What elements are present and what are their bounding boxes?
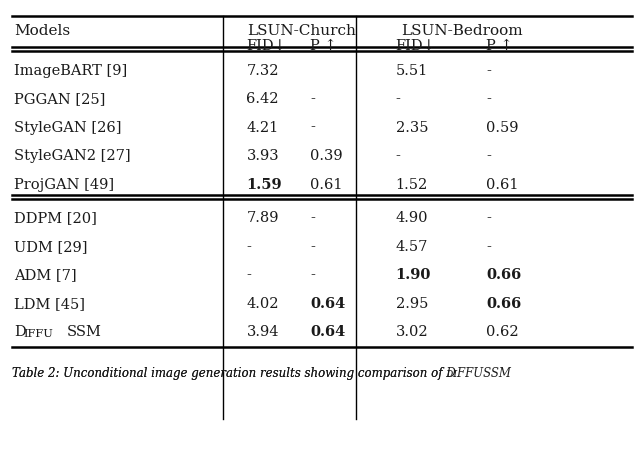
Text: -: - bbox=[486, 92, 492, 106]
Text: 0.39: 0.39 bbox=[310, 149, 343, 163]
Text: 5.51: 5.51 bbox=[396, 64, 428, 78]
Text: 0.61: 0.61 bbox=[486, 178, 519, 191]
Text: LSUN-Church: LSUN-Church bbox=[246, 24, 356, 38]
Text: Table 2: Unconditional image generation results showing comparison of D: Table 2: Unconditional image generation … bbox=[12, 367, 455, 380]
Text: 0.64: 0.64 bbox=[310, 297, 346, 311]
Text: 4.21: 4.21 bbox=[246, 121, 278, 134]
Text: 0.59: 0.59 bbox=[486, 121, 519, 134]
Text: 4.02: 4.02 bbox=[246, 297, 279, 311]
Text: -: - bbox=[310, 92, 316, 106]
Text: -: - bbox=[396, 149, 401, 163]
Text: ADM [7]: ADM [7] bbox=[14, 269, 77, 282]
Text: ProjGAN [49]: ProjGAN [49] bbox=[14, 178, 114, 191]
Text: 0.66: 0.66 bbox=[486, 297, 522, 311]
Text: 4.57: 4.57 bbox=[396, 240, 428, 254]
Text: FID↓: FID↓ bbox=[396, 39, 435, 53]
Text: 0.62: 0.62 bbox=[486, 325, 519, 339]
Text: -: - bbox=[310, 269, 316, 282]
Text: P ↑: P ↑ bbox=[486, 39, 513, 53]
Text: 3.93: 3.93 bbox=[246, 149, 279, 163]
Text: FID↓: FID↓ bbox=[246, 39, 286, 53]
Text: -: - bbox=[246, 240, 252, 254]
Text: -: - bbox=[310, 240, 316, 254]
Text: -: - bbox=[486, 212, 492, 225]
Text: LDM [45]: LDM [45] bbox=[14, 297, 85, 311]
Text: -: - bbox=[486, 64, 492, 78]
Text: PGGAN [25]: PGGAN [25] bbox=[14, 92, 106, 106]
Text: -: - bbox=[310, 212, 316, 225]
Text: 7.89: 7.89 bbox=[246, 212, 279, 225]
Text: -: - bbox=[486, 149, 492, 163]
Text: 2.35: 2.35 bbox=[396, 121, 428, 134]
Text: UDM [29]: UDM [29] bbox=[14, 240, 88, 254]
Text: 0.64: 0.64 bbox=[310, 325, 346, 339]
Text: 2.95: 2.95 bbox=[396, 297, 428, 311]
Text: 3.02: 3.02 bbox=[396, 325, 428, 339]
Text: 7.32: 7.32 bbox=[246, 64, 279, 78]
Text: 0.61: 0.61 bbox=[310, 178, 343, 191]
Text: 6.42: 6.42 bbox=[246, 92, 279, 106]
Text: LSUN-Bedroom: LSUN-Bedroom bbox=[401, 24, 523, 38]
Text: -: - bbox=[396, 92, 401, 106]
Text: 1.59: 1.59 bbox=[246, 178, 282, 191]
Text: SSM: SSM bbox=[67, 325, 101, 339]
Text: P ↑: P ↑ bbox=[310, 39, 337, 53]
Text: -: - bbox=[310, 121, 316, 134]
Text: StyleGAN [26]: StyleGAN [26] bbox=[14, 121, 122, 134]
Text: Models: Models bbox=[14, 24, 70, 38]
Text: 0.66: 0.66 bbox=[486, 269, 522, 282]
Text: 3.94: 3.94 bbox=[246, 325, 279, 339]
Text: IFFU: IFFU bbox=[23, 329, 53, 339]
Text: StyleGAN2 [27]: StyleGAN2 [27] bbox=[14, 149, 131, 163]
Text: 1.52: 1.52 bbox=[396, 178, 428, 191]
Text: DDPM [20]: DDPM [20] bbox=[14, 212, 97, 225]
Text: ImageBART [9]: ImageBART [9] bbox=[14, 64, 127, 78]
Text: -: - bbox=[246, 269, 252, 282]
Text: 4.90: 4.90 bbox=[396, 212, 428, 225]
Text: Table 2: Unconditional image generation results showing comparison of ᴅɪFFUSSM: Table 2: Unconditional image generation … bbox=[12, 367, 510, 380]
Text: 1.90: 1.90 bbox=[396, 269, 431, 282]
Text: -: - bbox=[486, 240, 492, 254]
Text: D: D bbox=[14, 325, 26, 339]
